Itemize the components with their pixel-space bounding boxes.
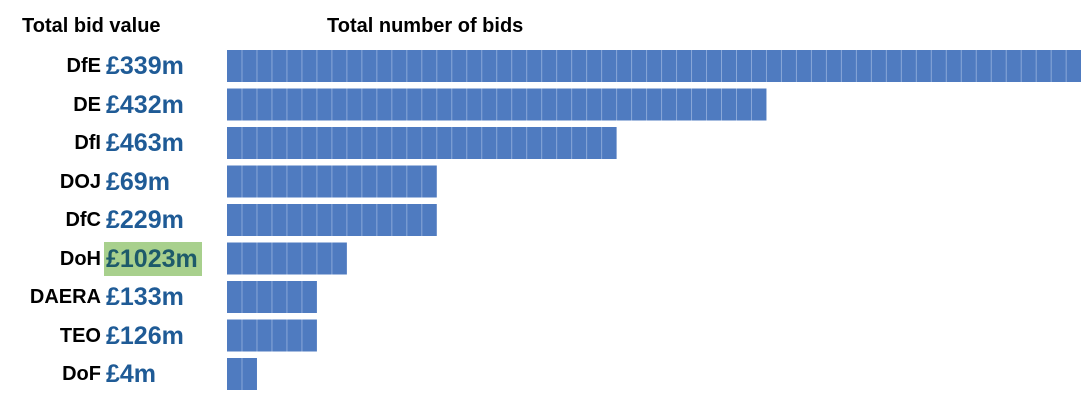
bid-value-doh: £1023m: [104, 241, 202, 276]
department-label-dfc: DfC: [65, 209, 101, 231]
bid-value-de: £432m: [106, 90, 184, 119]
bid-value-dfi: £463m: [106, 129, 184, 157]
bid-value-dof: £4m: [106, 360, 157, 388]
department-label-teo: TEO: [59, 324, 101, 347]
department-label-de: DE: [73, 93, 101, 116]
total-number-of-bids-header: Total number of bids: [327, 15, 524, 37]
bar-dfe: [227, 50, 1081, 82]
department-label-doj: DOJ: [59, 170, 101, 193]
department-label-dfi: DfI: [74, 132, 101, 154]
bid-value-teo: £126m: [106, 321, 184, 350]
total-bid-value-header: Total bid value: [22, 15, 161, 37]
department-label-doh: DoH: [59, 247, 101, 270]
bid-value-dfc: £229m: [106, 206, 184, 234]
bid-value-doj: £69m: [106, 167, 170, 196]
department-label-dof: DoF: [62, 363, 101, 385]
department-label-daera: DAERA: [29, 286, 101, 308]
bid-value-daera: £133m: [106, 283, 184, 311]
department-label-dfe: DfE: [66, 55, 101, 77]
bid-value-dfe: £339m: [106, 52, 184, 80]
